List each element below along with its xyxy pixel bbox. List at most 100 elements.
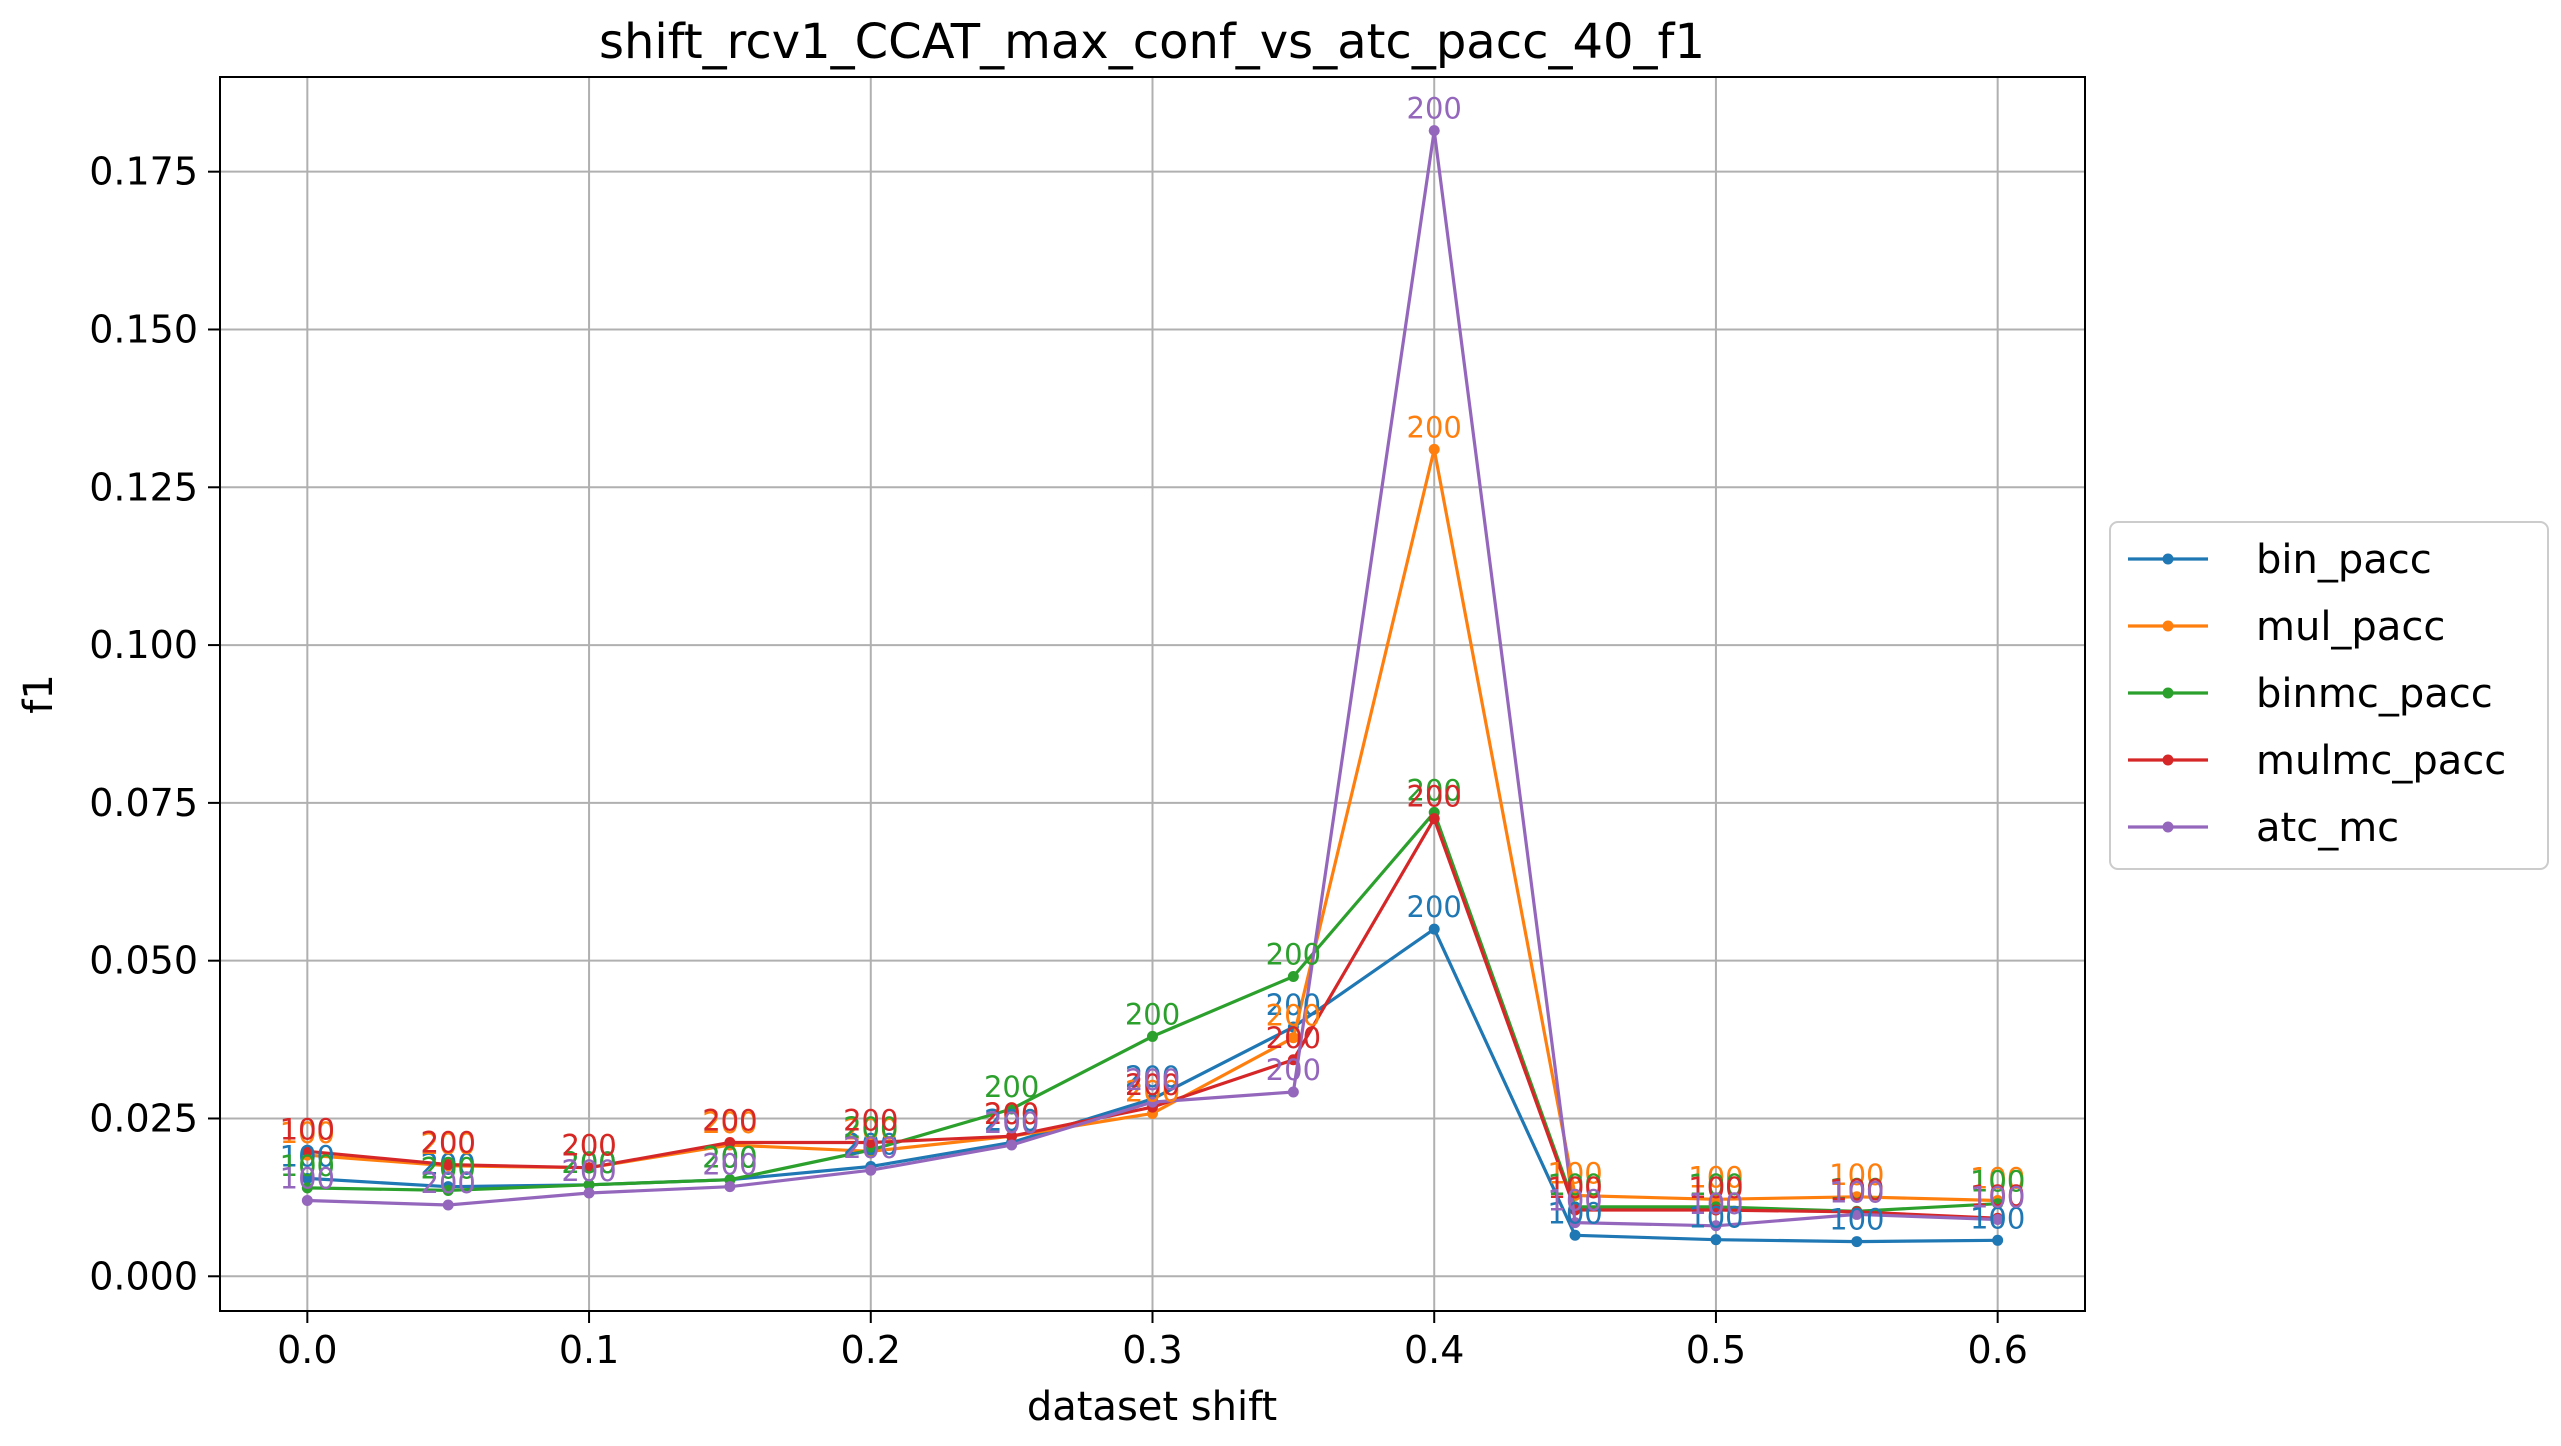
- y-tick-label: 0.050: [89, 939, 198, 983]
- point-label-bin_pacc: 100: [1829, 1203, 1884, 1237]
- data-point-atc_mc: [1851, 1208, 1863, 1220]
- legend-label-bin_pacc: bin_pacc: [2256, 537, 2432, 583]
- data-point-binmc_pacc: [1992, 1198, 2004, 1210]
- y-tick-label: 0.100: [89, 623, 198, 667]
- point-label-atc_mc: 200: [843, 1131, 898, 1165]
- point-label-binmc_pacc: 100: [1547, 1168, 1602, 1202]
- data-point-atc_mc: [442, 1199, 454, 1211]
- data-point-mulmc_pacc: [583, 1162, 595, 1174]
- y-tick-label: 0.175: [89, 150, 198, 194]
- point-label-mul_pacc: 200: [561, 1129, 616, 1163]
- data-point-binmc_pacc: [583, 1179, 595, 1191]
- x-tick-label: 0.4: [1404, 1328, 1464, 1372]
- point-label-bin_pacc: 200: [1266, 988, 1321, 1022]
- point-label-binmc_pacc: 200: [702, 1141, 757, 1175]
- data-point-mulmc_pacc: [1428, 813, 1440, 825]
- point-label-binmc_pacc: 200: [843, 1111, 898, 1145]
- axis-ticks: 0.0 0.1 0.2 0.3 0.4 0.5 0.6 0.000 0.025 0.050 0.07…: [89, 150, 2028, 1372]
- data-point-mulmc_pacc: [865, 1136, 877, 1148]
- point-label-atc_mc: 200: [984, 1106, 1039, 1140]
- y-tick-label: 0.000: [89, 1254, 198, 1298]
- point-label-bin_pacc: 100: [1547, 1196, 1602, 1230]
- point-label-bin_pacc: 100: [1688, 1201, 1743, 1235]
- point-label-atc_mc: 100: [1688, 1187, 1743, 1221]
- data-point-atc_mc: [1006, 1139, 1018, 1151]
- point-label-atc_mc: 200: [561, 1154, 616, 1188]
- data-point-atc_mc: [301, 1195, 313, 1207]
- legend-label-atc_mc: atc_mc: [2256, 805, 2399, 851]
- data-point-atc_mc: [1569, 1217, 1581, 1229]
- x-tick-label: 0.2: [841, 1328, 901, 1372]
- legend: bin_pacc mul_pacc binmc_pacc mulmc_pacc atc_…: [2109, 521, 2549, 870]
- point-label-bin_pacc: 200: [1407, 890, 1462, 924]
- point-label-mulmc_pacc: 200: [1266, 1021, 1321, 1055]
- point-label-mulmc_pacc: 100: [1547, 1171, 1602, 1205]
- point-label-binmc_pacc: 200: [561, 1146, 616, 1180]
- legend-marker-mulmc_pacc: [2162, 754, 2174, 766]
- point-label-mulmc_pacc: 100: [1829, 1173, 1884, 1207]
- point-label-mulmc_pacc: 200: [702, 1103, 757, 1137]
- data-point-atc_mc: [1147, 1096, 1158, 1108]
- data-point-atc_mc: [724, 1181, 736, 1193]
- point-label-atc_mc: 100: [1970, 1180, 2025, 1214]
- point-label-mulmc_pacc: 200: [421, 1126, 476, 1160]
- data-point-mul_pacc: [1287, 1032, 1299, 1044]
- data-point-atc_mc: [583, 1187, 595, 1199]
- point-label-mul_pacc: 200: [1407, 410, 1462, 444]
- point-label-mul_pacc: 200: [702, 1106, 757, 1140]
- chart-title: shift_rcv1_CCAT_max_conf_vs_atc_pacc_40_…: [599, 14, 1705, 70]
- point-label-bin_pacc: 200: [702, 1141, 757, 1175]
- point-label-mul_pacc: 200: [1266, 999, 1321, 1033]
- data-point-bin_pacc: [1710, 1234, 1722, 1246]
- point-label-mulmc_pacc: 200: [1125, 1068, 1180, 1102]
- point-label-binmc_pacc: 100: [280, 1149, 335, 1183]
- data-point-binmc_pacc: [1147, 1030, 1158, 1042]
- point-label-bin_pacc: 100: [280, 1139, 335, 1173]
- point-label-mulmc_pacc: 100: [1688, 1171, 1743, 1205]
- point-label-binmc_pacc: 100: [1829, 1172, 1884, 1206]
- data-point-mul_pacc: [1851, 1191, 1863, 1203]
- point-label-binmc_pacc: 200: [421, 1151, 476, 1185]
- y-tick-label: 0.125: [89, 465, 198, 509]
- point-label-atc_mc: 200: [421, 1166, 476, 1200]
- legend-label-mul_pacc: mul_pacc: [2256, 604, 2445, 650]
- data-point-binmc_pacc: [1287, 970, 1299, 982]
- y-axis-title: f1: [16, 674, 62, 714]
- data-point-mulmc_pacc: [301, 1145, 313, 1157]
- point-label-mulmc_pacc: 200: [843, 1103, 898, 1137]
- point-label-mul_pacc: 100: [1688, 1160, 1743, 1194]
- point-label-atc_mc: 100: [1829, 1175, 1884, 1209]
- point-label-binmc_pacc: 100: [1970, 1165, 2025, 1199]
- point-label-mulmc_pacc: 100: [280, 1112, 335, 1146]
- data-point-mul_pacc: [1710, 1193, 1722, 1205]
- point-label-atc_mc: 200: [1407, 92, 1462, 126]
- data-point-bin_pacc: [301, 1172, 313, 1184]
- legend-marker-binmc_pacc: [2162, 687, 2174, 699]
- legend-marker-bin_pacc: [2162, 553, 2174, 565]
- point-label-mulmc_pacc: 100: [1970, 1179, 2025, 1213]
- point-label-mul_pacc: 200: [421, 1127, 476, 1161]
- point-label-binmc_pacc: 200: [984, 1070, 1039, 1104]
- series-group: [301, 125, 2004, 1248]
- y-tick-label: 0.025: [89, 1096, 198, 1140]
- x-tick-label: 0.1: [559, 1328, 619, 1372]
- point-label-bin_pacc: 200: [984, 1103, 1039, 1137]
- data-point-atc_mc: [1992, 1213, 2004, 1225]
- point-label-mulmc_pacc: 200: [1407, 780, 1462, 814]
- data-point-mulmc_pacc: [1006, 1130, 1018, 1142]
- y-tick-label: 0.150: [89, 307, 198, 351]
- data-point-binmc_pacc: [865, 1144, 877, 1156]
- point-label-mulmc_pacc: 200: [984, 1097, 1039, 1131]
- point-label-bin_pacc: 200: [843, 1127, 898, 1161]
- grid: [220, 77, 2085, 1311]
- point-label-mul_pacc: 200: [1125, 1074, 1180, 1108]
- data-point-atc_mc: [1428, 125, 1440, 137]
- point-label-mul_pacc: 100: [1829, 1158, 1884, 1192]
- point-label-mul_pacc: 100: [1547, 1156, 1602, 1190]
- data-point-bin_pacc: [1428, 923, 1440, 935]
- x-tick-label: 0.5: [1686, 1328, 1746, 1372]
- point-label-mul_pacc: 100: [1970, 1162, 2025, 1196]
- point-label-mul_pacc: 100: [280, 1116, 335, 1150]
- data-point-binmc_pacc: [301, 1182, 313, 1194]
